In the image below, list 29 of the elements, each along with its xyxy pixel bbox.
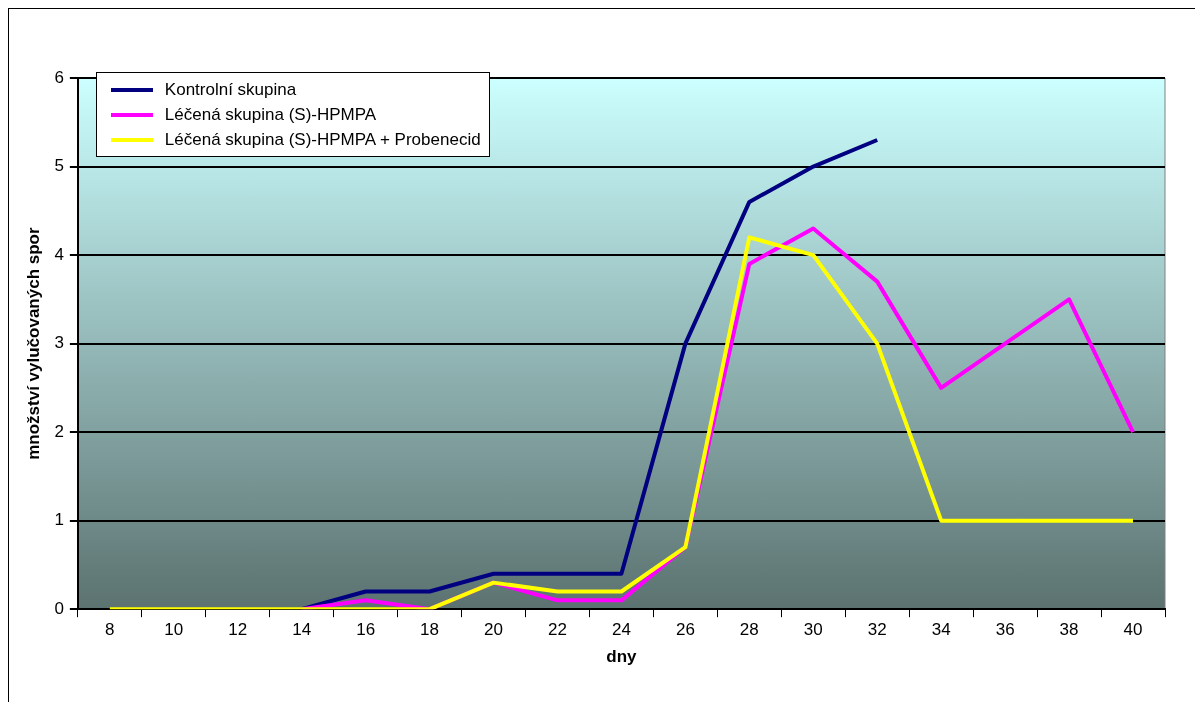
x-tick-label: 20 xyxy=(484,620,503,640)
x-tick-label: 40 xyxy=(1123,620,1143,640)
x-tick-label: 16 xyxy=(356,620,376,640)
x-tick-label: 26 xyxy=(675,620,695,640)
x-tick-label: 32 xyxy=(867,620,887,640)
x-tick-label: 28 xyxy=(739,620,759,640)
x-tick-label: 22 xyxy=(548,620,567,640)
x-axis-title: dny xyxy=(606,647,638,667)
y-tick-label: 1 xyxy=(54,510,64,530)
y-tick-label: 3 xyxy=(54,333,64,353)
x-tick-label: 14 xyxy=(292,620,312,640)
x-tick-label: 30 xyxy=(803,620,823,640)
legend-label: Léčená skupina (S)-HPMPA xyxy=(164,104,377,126)
y-tick-label: 6 xyxy=(54,67,64,87)
legend-label: Kontrolní skupina xyxy=(164,79,297,101)
y-axis-title: množství vylučovaných spor xyxy=(23,227,43,460)
y-tick-label: 2 xyxy=(54,421,64,441)
x-tick-label: 12 xyxy=(228,620,248,640)
x-tick-label: 18 xyxy=(420,620,440,640)
x-tick-label: 10 xyxy=(164,620,184,640)
y-tick-label: 4 xyxy=(54,244,64,264)
x-tick-label: 24 xyxy=(611,620,631,640)
x-tick-label: 36 xyxy=(995,620,1015,640)
x-tick-label: 8 xyxy=(105,620,115,640)
x-tick-label: 34 xyxy=(931,620,951,640)
legend-label: Léčená skupina (S)-HPMPA + Probenecid xyxy=(164,129,481,151)
x-tick-label: 38 xyxy=(1059,620,1079,640)
y-tick-label: 5 xyxy=(54,156,64,176)
y-tick-label: 0 xyxy=(54,598,64,618)
